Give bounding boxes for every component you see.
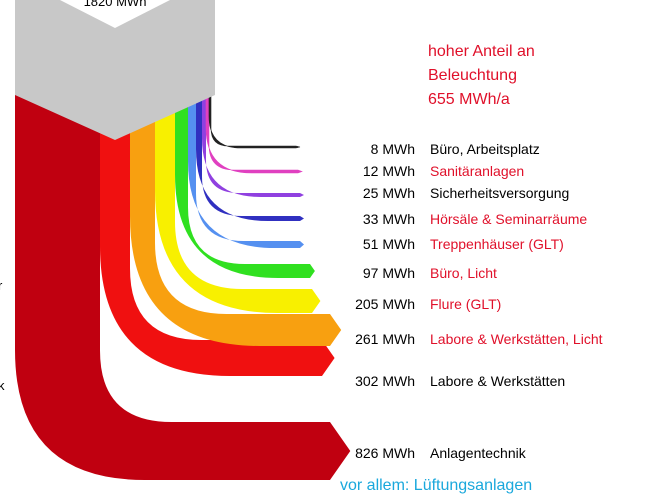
annotation-line: 655 MWh/a	[428, 91, 510, 108]
flow-name: Sanitäranlagen	[430, 163, 524, 179]
flow-name: Sicherheitsversorgung	[430, 185, 569, 201]
annotation-line: Beleuchtung	[428, 67, 517, 84]
flow-value: 97 MWh	[363, 265, 415, 281]
flow-band	[15, 90, 351, 480]
flow-labels: 8 MWh Büro, Arbeitsplatz 12 MWh Sanitäranla…	[355, 141, 603, 461]
flow-value: 51 MWh	[363, 236, 415, 252]
flow-name: Labore & Werkstätten, Licht	[430, 331, 603, 347]
flow-bands	[15, 89, 351, 480]
flow-name: Treppenhäuser (GLT)	[430, 236, 564, 252]
flow-band	[208, 89, 301, 149]
flow-value: 8 MWh	[371, 141, 415, 157]
source-block	[15, 0, 215, 140]
source-label: 1820 MWh	[84, 0, 147, 9]
flow-name: Flure (GLT)	[430, 296, 501, 312]
annotation-line: hoher Anteil an	[428, 43, 535, 60]
flow-value: 826 MWh	[355, 445, 415, 461]
flow-value: 205 MWh	[355, 296, 415, 312]
flow-name: Hörsäle & Seminarräume	[430, 211, 587, 227]
edge-fragment: r	[0, 278, 3, 293]
flow-value: 33 MWh	[363, 211, 415, 227]
flow-value: 12 MWh	[363, 163, 415, 179]
flow-name: Büro, Arbeitsplatz	[430, 141, 540, 157]
edge-fragment: k	[0, 378, 5, 393]
flow-name: Labore & Werkstätten	[430, 373, 565, 389]
flow-value: 302 MWh	[355, 373, 415, 389]
footer-note: vor allem: Lüftungsanlagen	[340, 477, 532, 494]
flow-value: 261 MWh	[355, 331, 415, 347]
flow-name: Anlagentechnik	[430, 445, 527, 461]
flow-band	[205, 89, 303, 174]
flow-value: 25 MWh	[363, 185, 415, 201]
flow-name: Büro, Licht	[430, 265, 497, 281]
